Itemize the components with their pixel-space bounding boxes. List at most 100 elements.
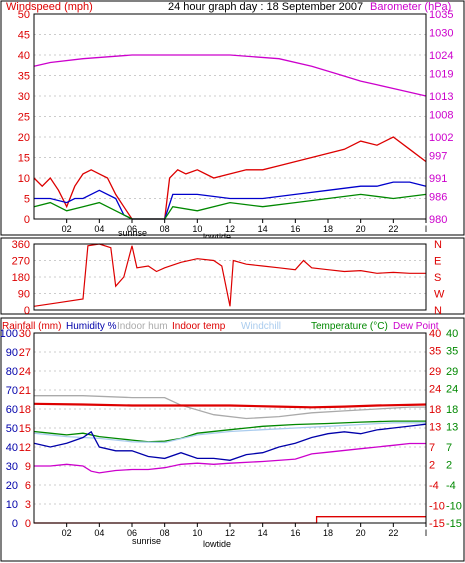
time-tick-label: 16: [290, 528, 300, 538]
series-group: [33, 395, 427, 524]
series-line-indoor-temp: [33, 402, 427, 409]
humidity-tick-label: 20: [6, 480, 18, 492]
rainfall-tick-label: 12: [19, 442, 31, 454]
compass-tick-label: E: [434, 256, 441, 268]
windspeed-tick-label: 20: [18, 132, 30, 144]
time-tick-label: I: [425, 528, 428, 538]
time-tick-label: 20: [356, 224, 366, 234]
barometer-tick-label: 1035: [429, 9, 453, 21]
axes: 0102030405060708090100036912151821242730…: [0, 328, 462, 530]
time-tick-label: 08: [160, 528, 170, 538]
direction-degrees-axis: 0 90 180 270 360: [12, 239, 30, 317]
direction-tick-label: 180: [12, 272, 30, 284]
legend-windchill: Windchill: [241, 321, 281, 332]
humidity-tick-label: 10: [6, 499, 18, 511]
series-line-temperature-c-: [33, 420, 426, 443]
series-line-humidity-: [33, 423, 427, 461]
time-tick-label: 18: [323, 528, 333, 538]
temperature-tick-label: 2: [446, 459, 452, 471]
legend-humidity: Humidity %: [66, 321, 117, 332]
indoor-temp-tick-label: 18: [429, 404, 441, 416]
indoor-temp-tick-label: -4: [429, 480, 439, 492]
indoor-temp-tick-label: 35: [429, 345, 441, 357]
temperature-tick-label: 13: [446, 421, 458, 433]
lowtide-label: lowtide: [203, 232, 231, 242]
windspeed-tick-label: 0: [24, 214, 30, 226]
compass-tick-label: W: [434, 289, 445, 301]
indoor-temp-tick-label: -10: [429, 501, 445, 513]
series-line-wind-gust-mph-: [33, 136, 427, 220]
humidity-tick-label: 60: [6, 404, 18, 416]
time-tick-label: 12: [225, 224, 235, 234]
legend-rainfall: Rainfall (mm): [2, 321, 61, 332]
barometer-tick-label: 1024: [429, 50, 453, 62]
indoor-temp-tick-label: 24: [429, 383, 441, 395]
rainfall-tick-label: 18: [19, 404, 31, 416]
humidity-tick-label: 100: [0, 328, 18, 340]
temperature-tick-label: 40: [446, 328, 458, 340]
lowtide-label: lowtide: [203, 539, 231, 549]
windspeed-tick-label: 25: [18, 112, 30, 124]
windspeed-tick-label: 30: [18, 91, 30, 103]
humidity-tick-label: 0: [12, 518, 18, 530]
time-tick-label: 06: [127, 528, 137, 538]
humidity-tick-label: 40: [6, 442, 18, 454]
direction-tick-label: 270: [12, 256, 30, 268]
temperature-tick-label: 18: [446, 404, 458, 416]
compass-tick-label: S: [434, 272, 441, 284]
temperature-tick-label: 24: [446, 383, 458, 395]
windspeed-tick-label: 5: [24, 194, 30, 206]
panel-border: [0, 0, 465, 236]
time-tick-label: 10: [192, 224, 202, 234]
time-tick-label: 06: [127, 224, 137, 234]
time-tick-label: 22: [388, 528, 398, 538]
temperature-tick-label: -4: [446, 480, 456, 492]
barometer-axis: 980 986 991 997 1002 1008 1013 1019 1024 1030 1035: [429, 9, 453, 226]
series-line-windchill: [33, 422, 426, 444]
windspeed-axis: 0 5 10 15 20 25 30 35 40 45 50: [18, 9, 30, 226]
windspeed-tick-label: 45: [18, 30, 30, 42]
time-axis: 02 04 06 08 10 12 14 16 18 20 22 I: [62, 219, 428, 234]
time-tick-label: 08: [160, 224, 170, 234]
direction-tick-label: 0: [24, 305, 30, 317]
humidity-tick-label: 30: [6, 461, 18, 473]
temperature-tick-label: -15: [446, 518, 462, 530]
rainfall-tick-label: 24: [19, 366, 31, 378]
time-tick-label: I: [425, 224, 428, 234]
rainfall-tick-label: 27: [19, 347, 31, 359]
time-tick-label: 04: [94, 224, 104, 234]
time-tick-label: 20: [356, 528, 366, 538]
temperature-tick-label: -10: [446, 501, 462, 513]
humidity-tick-label: 70: [6, 385, 18, 397]
indoor-temp-tick-label: 29: [429, 366, 441, 378]
series-group: [33, 54, 427, 220]
direction-tick-label: 90: [18, 289, 30, 301]
series-line-dew-point: [34, 442, 426, 474]
indoor-temp-tick-label: 13: [429, 421, 441, 433]
time-tick-label: 02: [62, 224, 72, 234]
direction-tick-label: 360: [12, 239, 30, 251]
barometer-tick-label: 1008: [429, 110, 453, 122]
rainfall-tick-label: 15: [19, 423, 31, 435]
rainfall-tick-label: 30: [19, 328, 31, 340]
barometer-tick-label: 1002: [429, 132, 453, 144]
barometer-tick-label: 991: [429, 173, 447, 185]
chart-title: 24 hour graph day : 18 September 2007: [168, 1, 363, 13]
time-tick-label: 02: [62, 528, 72, 538]
barometer-tick-label: 997: [429, 151, 447, 163]
sunrise-label: sunrise: [118, 228, 147, 238]
series-line-average-wind-mph-: [34, 181, 427, 220]
legend-dew-point: Dew Point: [393, 321, 439, 332]
temperature-tick-label: 29: [446, 366, 458, 378]
time-tick-label: 12: [225, 528, 235, 538]
panel-border: [0, 317, 465, 562]
barometer-tick-label: 1013: [429, 91, 453, 103]
rainfall-tick-label: 21: [19, 385, 31, 397]
indoor-temp-tick-label: 40: [429, 328, 441, 340]
series-line-indoor-hum: [34, 395, 426, 420]
time-tick-label: 14: [258, 528, 268, 538]
legend-temperature: Temperature (°C): [311, 321, 388, 332]
temperature-tick-label: 7: [446, 442, 452, 454]
